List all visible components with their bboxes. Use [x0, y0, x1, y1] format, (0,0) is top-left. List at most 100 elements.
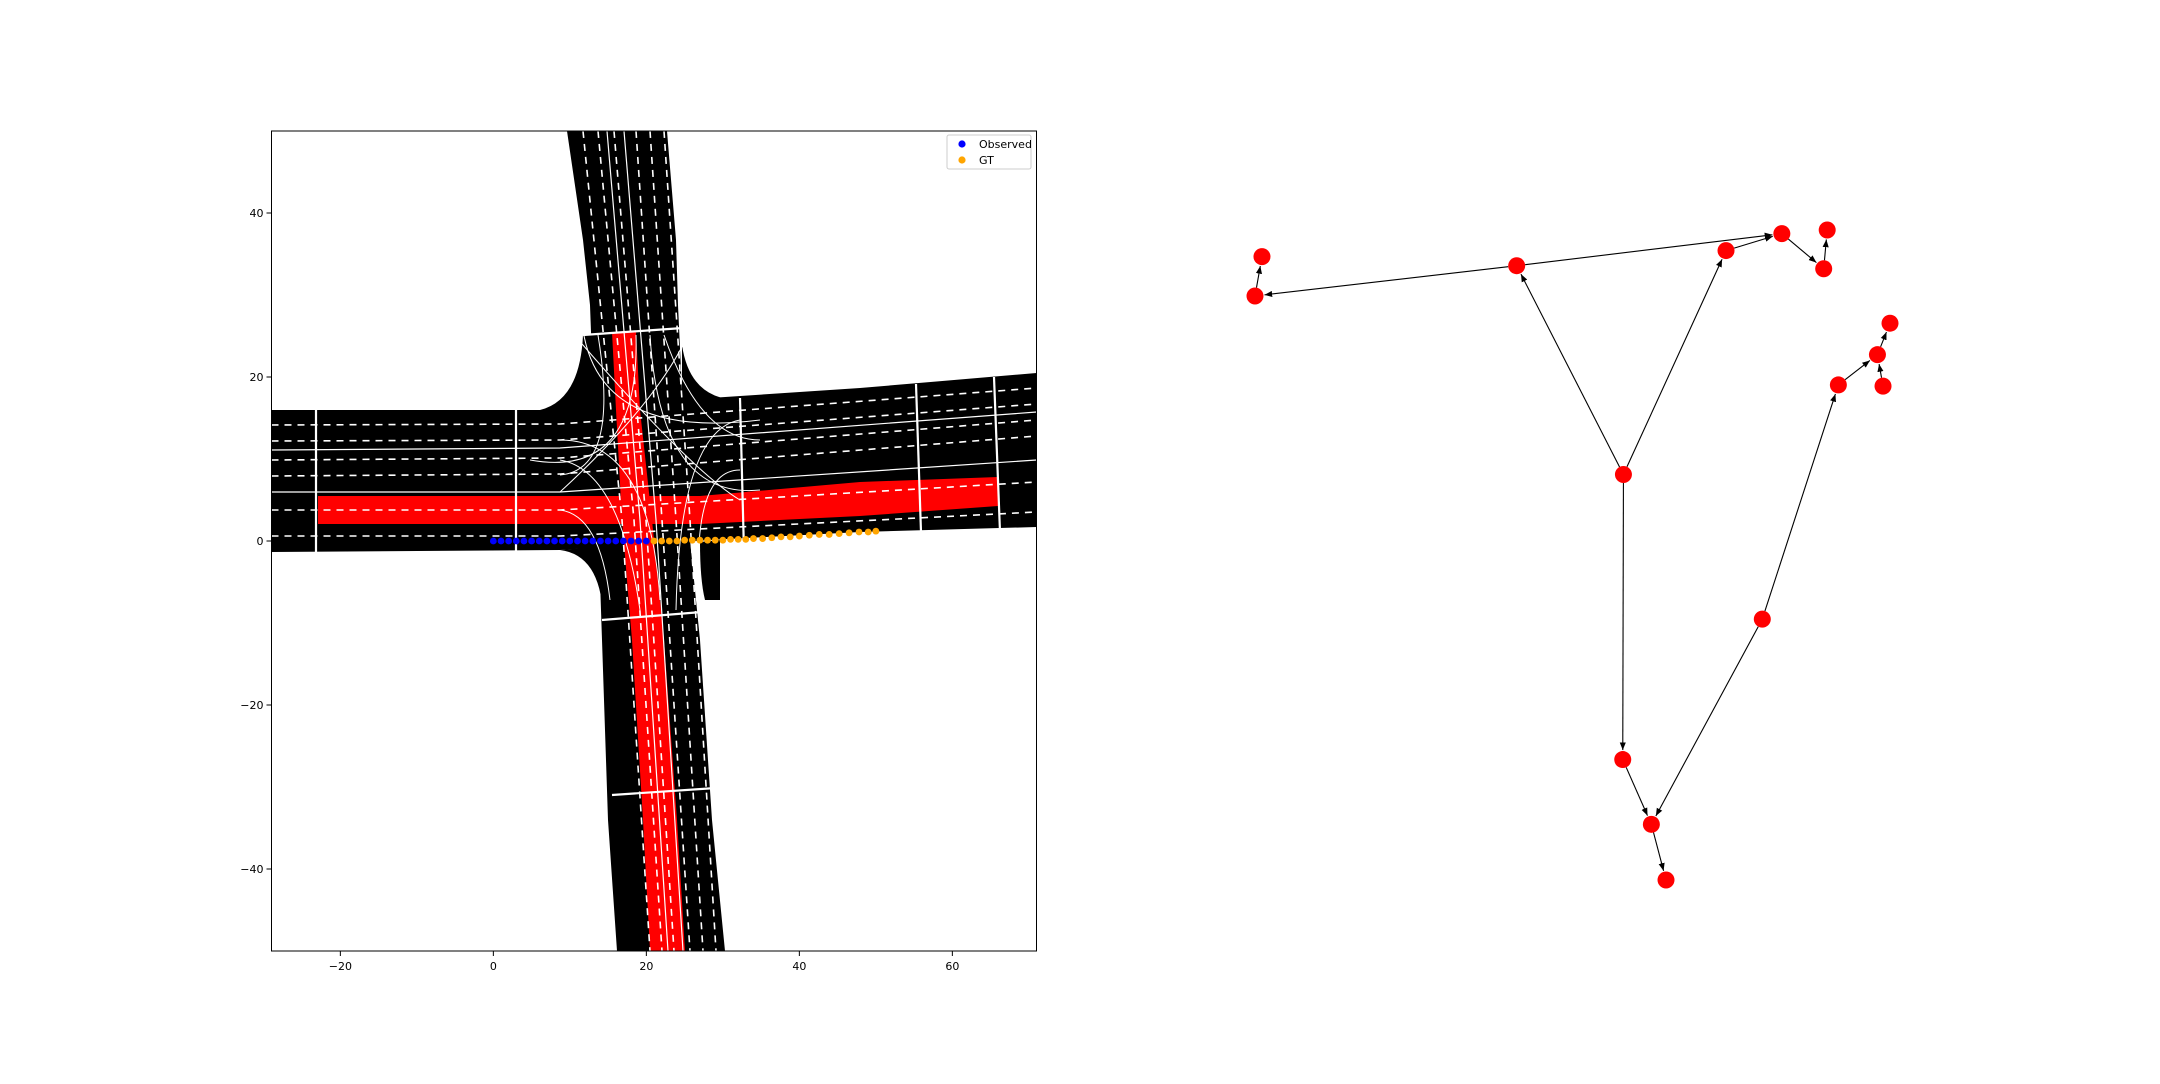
graph-node: [1881, 314, 1899, 332]
graph-edge: [1788, 238, 1817, 264]
observed-point: [497, 537, 505, 545]
x-tick-label: 0: [490, 960, 497, 973]
gt-point: [658, 537, 666, 545]
x-axis-ticks: −20 0 20 40 60: [329, 951, 959, 973]
observed-point: [635, 537, 643, 545]
graph-edge: [1525, 232, 1773, 266]
graph-node: [1642, 815, 1660, 833]
gt-point: [777, 533, 785, 541]
observed-point: [627, 537, 635, 545]
gt-point: [835, 530, 843, 538]
graph-node: [1717, 242, 1735, 260]
observed-point: [574, 537, 581, 545]
gt-point: [742, 535, 750, 543]
gt-point: [719, 536, 727, 544]
gt-point: [815, 531, 823, 538]
gt-point: [704, 536, 711, 544]
graph-edge: [1625, 767, 1649, 816]
gt-point: [734, 535, 742, 543]
graph-edge: [1255, 265, 1263, 288]
y-tick-label: 0: [257, 535, 264, 548]
graph-edges: [1255, 232, 1887, 871]
y-tick-label: −20: [240, 699, 263, 712]
graph-node: [1614, 751, 1632, 769]
gt-point: [759, 535, 767, 542]
graph-edge: [1626, 258, 1723, 468]
graph-edge: [1844, 360, 1871, 381]
graph-nodes: [1246, 221, 1899, 889]
gt-point: [696, 536, 704, 544]
observed-point: [505, 537, 513, 545]
gt-point: [795, 532, 803, 540]
map-axes: −20 0 20 40 60 −40 −20 0 20 40 Observed GT: [240, 130, 1037, 973]
legend-box: [946, 134, 1032, 170]
legend-observed-marker: [958, 140, 966, 148]
graph-edge: [1877, 363, 1884, 378]
observed-point: [528, 537, 535, 545]
graph-node: [1874, 377, 1892, 395]
observed-point: [581, 537, 589, 545]
observed-point: [612, 537, 620, 545]
graph-node: [1246, 287, 1264, 305]
graph-node: [1773, 225, 1791, 243]
gt-point: [872, 527, 880, 535]
graph-node: [1657, 871, 1675, 889]
observed-point: [642, 537, 650, 545]
graph-edge: [1655, 626, 1759, 817]
scatter-points: [489, 527, 880, 545]
observed-point: [512, 537, 520, 545]
observed-point: [543, 537, 551, 545]
graph-node: [1614, 466, 1632, 484]
observed-point: [520, 537, 528, 545]
gt-point: [681, 536, 688, 544]
road-map: [271, 131, 1037, 951]
lane-markings: [271, 131, 1037, 951]
observed-point: [604, 537, 612, 545]
x-tick-label: 40: [792, 960, 806, 973]
x-tick-label: −20: [329, 960, 352, 973]
graph-node: [1868, 346, 1886, 364]
observed-point: [551, 537, 558, 545]
legend: Observed GT: [946, 134, 1032, 170]
graph-node: [1508, 257, 1526, 275]
graph-edge: [1764, 393, 1836, 612]
graph-panel: [1246, 221, 1899, 889]
gt-point: [727, 535, 734, 543]
x-tick-label: 60: [945, 960, 959, 973]
observed-point: [535, 537, 543, 545]
observed-point: [589, 537, 597, 545]
gt-point: [864, 528, 872, 536]
gt-point: [688, 536, 696, 544]
gt-point: [825, 531, 833, 538]
legend-observed-label: Observed: [979, 138, 1032, 151]
graph-edge: [1652, 832, 1665, 871]
observed-point: [597, 537, 604, 545]
observed-point: [558, 537, 566, 545]
graph-edge: [1520, 273, 1621, 468]
graph-node: [1753, 610, 1771, 628]
legend-gt-marker: [958, 156, 966, 164]
y-axis-ticks: −40 −20 0 20 40: [240, 207, 272, 876]
gt-point: [665, 537, 673, 545]
corner-ne: [682, 345, 740, 420]
gt-point: [845, 529, 853, 537]
highlight-ew-lane: [318, 477, 998, 524]
graph-node: [1818, 221, 1836, 239]
graph-node: [1815, 260, 1833, 278]
observed-point: [489, 537, 497, 545]
graph-node: [1829, 376, 1847, 394]
gt-point: [768, 534, 776, 542]
corner-sw: [560, 545, 620, 615]
gt-point: [805, 531, 813, 539]
graph-edge: [1822, 239, 1829, 261]
graph-node: [1253, 248, 1271, 266]
gt-point: [750, 535, 757, 542]
y-tick-label: −40: [240, 863, 263, 876]
legend-gt-label: GT: [979, 154, 994, 167]
gt-point: [650, 537, 658, 545]
observed-point: [566, 537, 574, 545]
gt-point: [711, 536, 719, 544]
corner-nw: [540, 335, 600, 410]
